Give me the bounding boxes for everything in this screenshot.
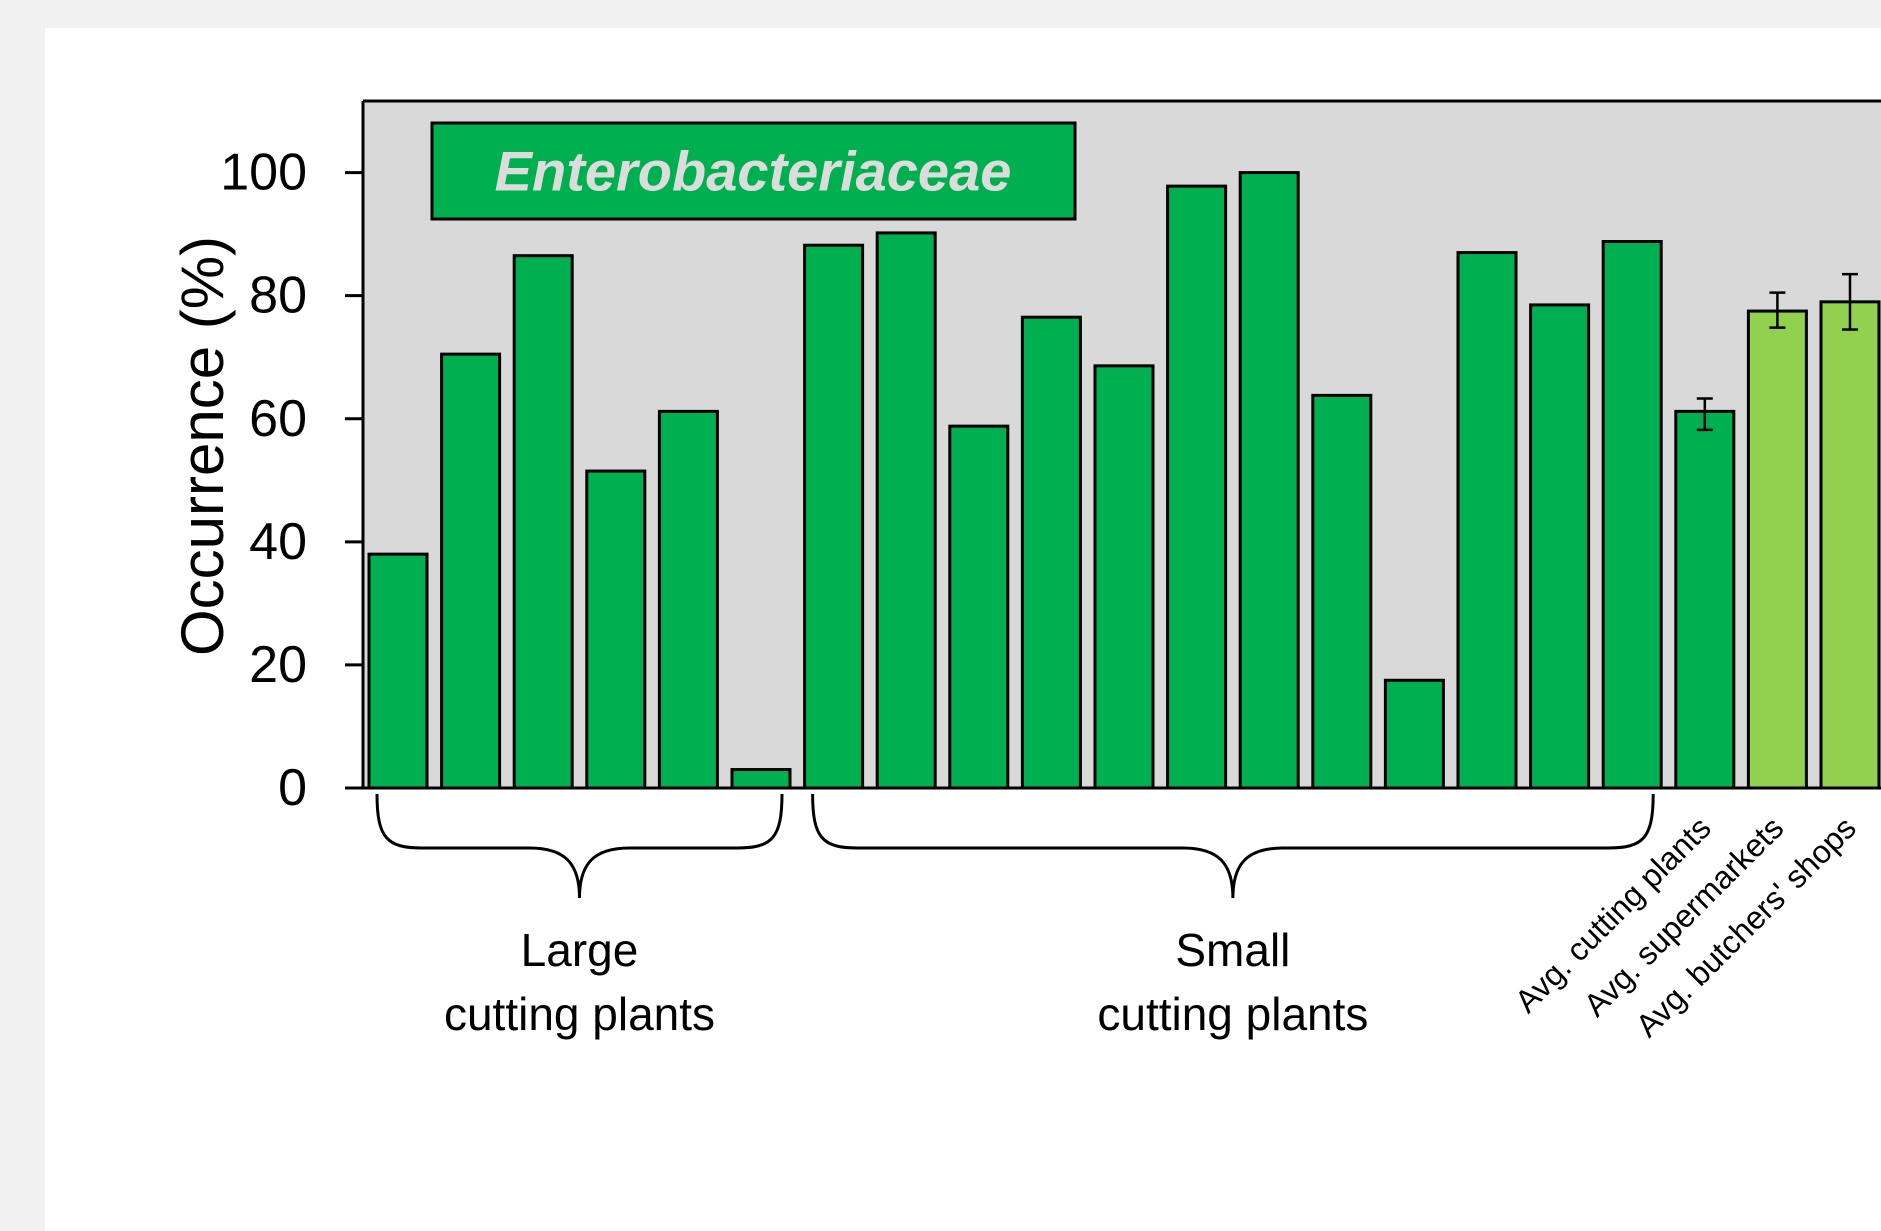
y-tick-label-100: 100 xyxy=(220,144,307,202)
bar-12 xyxy=(1166,184,1228,790)
bar-1 xyxy=(367,552,429,790)
chart-canvas: 0 20 40 60 80 100 Occurrence (%) Enterobacter… xyxy=(45,28,1881,1231)
group-label-line1-2: Small xyxy=(1175,924,1290,976)
bar-2 xyxy=(440,352,502,790)
bar-10 xyxy=(1020,315,1082,790)
bar-8 xyxy=(875,231,937,790)
bar-19 xyxy=(1674,409,1736,790)
y-tick-label-40: 40 xyxy=(249,513,307,571)
y-axis-title: Occurrence (%) xyxy=(169,236,236,656)
bar-4 xyxy=(585,469,647,790)
bar-21 xyxy=(1819,300,1881,790)
bar-18 xyxy=(1601,240,1663,790)
bar-17 xyxy=(1529,303,1591,790)
bar-5 xyxy=(657,409,719,790)
y-ticks-layer: 0 20 40 60 80 100 xyxy=(220,144,363,817)
bar-20 xyxy=(1746,309,1808,790)
bars-layer xyxy=(367,171,1881,790)
bar-chart: 0 20 40 60 80 100 Occurrence (%) Enterobacter… xyxy=(169,99,1881,1044)
group-label-line2-2: cutting plants xyxy=(1097,988,1368,1040)
chart-title: Enterobacteriaceae xyxy=(495,140,1012,203)
group-label-line1-1: Large xyxy=(521,924,639,976)
y-tick-label-80: 80 xyxy=(249,267,307,325)
group-braces-layer: Large cutting plants Small cutting plants xyxy=(375,793,1655,1040)
bar-7 xyxy=(803,243,865,790)
bar-9 xyxy=(948,424,1010,790)
group-brace-2 xyxy=(811,793,1655,899)
y-tick-label-20: 20 xyxy=(249,636,307,694)
bar-16 xyxy=(1456,251,1518,790)
bar-15 xyxy=(1383,678,1445,790)
bar-14 xyxy=(1311,393,1373,790)
y-tick-label-0: 0 xyxy=(278,759,307,817)
y-tick-label-60: 60 xyxy=(249,390,307,448)
group-label-line2-1: cutting plants xyxy=(444,988,715,1040)
title-badge xyxy=(430,121,1077,221)
error-bars-layer xyxy=(1696,272,1858,432)
group-brace-1 xyxy=(375,793,784,899)
bar-6 xyxy=(730,768,792,790)
bar-3 xyxy=(512,254,574,790)
bar-11 xyxy=(1093,364,1155,790)
bar-13 xyxy=(1238,171,1300,790)
